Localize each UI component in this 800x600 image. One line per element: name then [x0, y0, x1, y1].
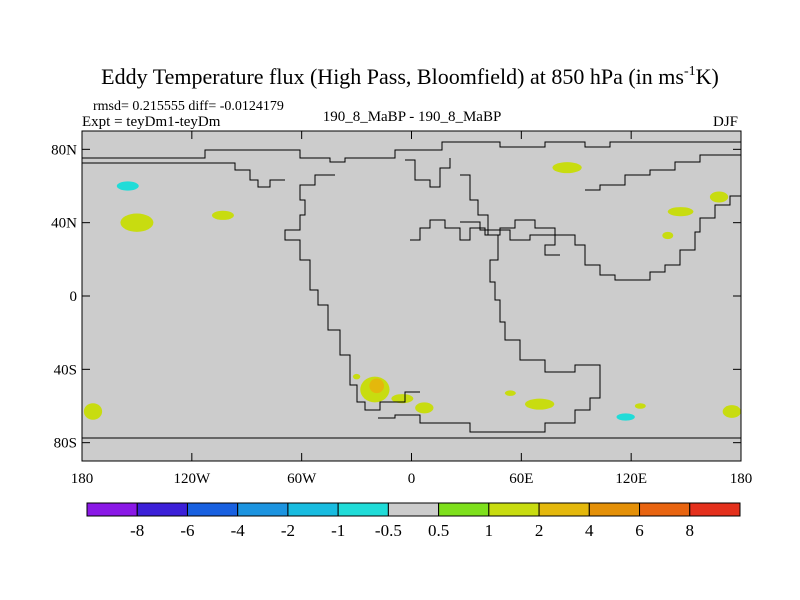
y-tick-label-2: 0: [70, 289, 78, 305]
coastline-arctic-south: [82, 162, 285, 188]
continent-outlines: [82, 141, 741, 439]
colorbar-swatch-2: [186, 502, 239, 517]
anomaly-region-30: [83, 403, 103, 420]
anomaly-region-12: [709, 191, 729, 203]
colorbar-label-5: -0.5: [375, 521, 402, 540]
colorbar-label-11: 8: [686, 521, 695, 540]
anomaly-region-6: [440, 191, 474, 214]
anomaly-region-23: [524, 398, 555, 410]
x-tick-label-2: 60W: [287, 471, 317, 487]
colorbar-swatch-5: [337, 502, 389, 517]
x-tick-label-5: 120E: [615, 471, 647, 487]
anomaly-region-10: [552, 162, 582, 174]
colorbar-label-3: -2: [281, 521, 295, 540]
y-tick-label-3: 40S: [54, 362, 77, 378]
anomaly-region-21: [391, 394, 414, 404]
anomaly-region-11: [667, 207, 694, 217]
colorbar-swatch-1: [136, 502, 188, 517]
anomaly-region-24: [504, 390, 516, 396]
anomaly-region-25: [581, 395, 601, 402]
anomaly-region-5: [396, 202, 408, 210]
anomaly-region-1: [116, 181, 139, 191]
x-tick-label-3: 0: [408, 471, 416, 487]
anomaly-region-13: [662, 231, 674, 240]
anomaly-regions: [83, 162, 741, 428]
anomaly-region-28: [634, 403, 646, 409]
stats-label: rmsd= 0.215555 diff= -0.0124179: [93, 99, 284, 114]
colorbar-swatch-10: [588, 502, 641, 517]
anomaly-region-16: [437, 345, 460, 361]
season-label: DJF: [713, 114, 738, 130]
coastline-south-america-east: [405, 158, 451, 188]
coastline-eurasia: [410, 195, 741, 281]
colorbar-label-1: -6: [180, 521, 194, 540]
colorbar-label-6: 0.5: [428, 521, 449, 540]
colorbar-label-0: -8: [130, 521, 144, 540]
map-background: [82, 131, 741, 461]
colorbar-swatch-9: [538, 502, 590, 517]
colorbar-swatch-8: [488, 502, 540, 517]
anomaly-region-27: [616, 413, 635, 421]
colorbar-label-10: 6: [635, 521, 644, 540]
colorbar-label-7: 1: [485, 521, 494, 540]
y-axis: 80N 40N 0 40S 80S: [51, 142, 741, 452]
x-tick-label-6: 180: [730, 471, 753, 487]
colorbar-label-4: -1: [331, 521, 345, 540]
colorbar-swatch-12: [689, 502, 741, 517]
colorbar-swatch-4: [287, 502, 339, 517]
anomaly-region-9: [590, 215, 617, 231]
colorbar-swatch-11: [639, 502, 691, 517]
y-tick-label-4: 80S: [54, 436, 77, 452]
y-tick-label-1: 40N: [51, 216, 77, 232]
chart-title-main: Eddy Temperature flux (High Pass, Bloomf…: [101, 64, 684, 89]
colorbar-label-2: -4: [231, 521, 246, 540]
coastline-arctic-west: [82, 141, 741, 163]
chart-title: Eddy Temperature flux (High Pass, Bloomf…: [101, 64, 719, 89]
anomaly-region-19: [369, 378, 385, 394]
x-tick-label-0: 180: [71, 471, 94, 487]
anomaly-region-15: [376, 348, 385, 354]
colorbar-swatch-7: [438, 502, 490, 517]
colorbar-label-8: 2: [535, 521, 544, 540]
anomaly-region-14: [349, 351, 364, 362]
anomaly-region-22: [415, 402, 434, 414]
anomaly-region-2: [120, 213, 154, 232]
chart-title-superscript: -1: [684, 64, 696, 79]
coastline-americas: [284, 174, 420, 411]
y-tick-label-0: 80N: [51, 142, 77, 158]
colorbar-swatch-6: [387, 502, 440, 517]
anomaly-region-17: [451, 362, 471, 384]
anomaly-region-29: [722, 405, 741, 418]
colorbar-label-9: 4: [585, 521, 594, 540]
colorbar: -8 -6 -4 -2 -1 -0.5 0.5 1 2 4 6 8: [86, 502, 741, 540]
x-axis: 180 120W 60W 0 60E 120E 180: [71, 131, 753, 487]
center-label: 190_8_MaBP - 190_8_MaBP: [323, 109, 502, 125]
chart-title-end: K): [696, 64, 719, 89]
anomaly-region-3: [211, 210, 234, 220]
x-tick-label-1: 120W: [173, 471, 211, 487]
colorbar-swatch-3: [237, 502, 289, 517]
anomaly-region-4: [285, 180, 304, 188]
experiment-label: Expt = teyDm1-teyDm: [82, 114, 221, 130]
x-tick-label-4: 60E: [509, 471, 533, 487]
colorbar-swatch-0: [86, 502, 138, 517]
anomaly-region-20: [352, 373, 361, 380]
coastline-asia-north: [585, 154, 741, 191]
coastline-mediterranean: [460, 221, 560, 256]
